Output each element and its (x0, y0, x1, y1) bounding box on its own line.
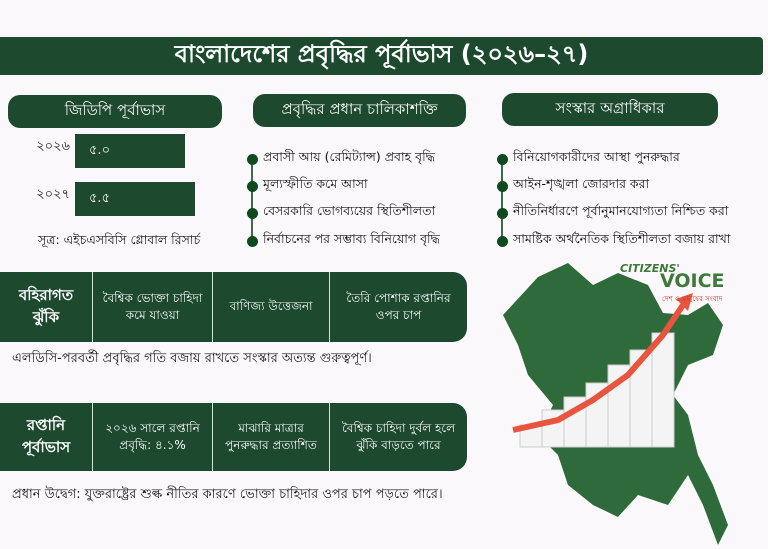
list-item-text: নির্বাচনের পর সম্ভাব্য বিনিয়োগ বৃদ্ধি (263, 231, 440, 246)
logo-line2: VOICE (660, 270, 725, 292)
bullet-icon (247, 207, 258, 219)
logo-line1: CITIZENS' (620, 262, 680, 275)
timeline-line (501, 157, 503, 241)
gdp-year-2026: ২০২৬ (36, 139, 70, 154)
risk-cell: তৈরি পোশাক রপ্তানির ওপর চাপ (346, 290, 451, 322)
bullet-icon (247, 153, 258, 165)
list-item-text: আইন-শৃঙ্খলা জোরদার করা (513, 176, 650, 191)
risk-cell: বাণিজ্য উত্তেজনা (213, 272, 330, 342)
list-item-text: মূল্যস্ফীতি কমে আসা (263, 176, 368, 191)
list-item: প্রবাসী আয় (রেমিট্যান্স) প্রবাহ বৃদ্ধি (247, 149, 435, 169)
bullet-icon (247, 180, 258, 192)
list-item: বেসরকারি ভোগব্যয়ের স্থিতিশীলতা (247, 203, 435, 223)
list-item: আইন-শৃঙ্খলা জোরদার করা (497, 176, 649, 196)
exports-note: প্রধান উদ্বেগ: যুক্তরাষ্ট্রের শুল্ক নীতি… (12, 487, 443, 502)
reforms-header: সংস্কার অগ্রাধিকার (502, 93, 718, 126)
gdp-source: সূত্র: এইচএসবিসি গ্লোবাল রিসার্চ (38, 232, 201, 247)
page-title: বাংলাদেশের প্রবৃদ্ধির পূর্বাভাস (২০২৬–২৭… (0, 37, 763, 75)
trend-arrow-icon (512, 303, 686, 433)
list-item: নীতিনির্ধারণে পূর্বানুমানযোগ্যতা নিশ্চিত… (497, 203, 728, 223)
risk-cell: বৈশ্বিক ভোক্তা চাহিদা কমে যাওয়া (93, 272, 213, 342)
bangladesh-map-illustration (503, 263, 728, 545)
gdp-value-2026: ৫.০ (89, 142, 111, 158)
list-item: নির্বাচনের পর সম্ভাব্য বিনিয়োগ বৃদ্ধি (247, 231, 440, 251)
list-item-text: বেসরকারি ভোগব্যয়ের স্থিতিশীলতা (263, 203, 436, 218)
exports-table: রপ্তানি পূর্বাভাস ২০২৬ সালে রপ্তানি প্রব… (0, 403, 467, 471)
gdp-bar-2027: ৫.৫ (75, 182, 195, 216)
risks-note: এলডিসি-পরবর্তী প্রবৃদ্ধির গতি বজায় রাখত… (12, 351, 372, 366)
list-item: বিনিয়োগকারীদের আস্থা পুনরুদ্ধার (497, 149, 680, 169)
risks-table: বহিরাগত ঝুঁকি বৈশ্বিক ভোক্তা চাহিদা কমে … (0, 272, 467, 342)
gdp-header: জিডিপি পূর্বাভাস (8, 95, 222, 128)
list-item-text: নীতিনির্ধারণে পূর্বানুমানযোগ্যতা নিশ্চিত… (513, 203, 729, 218)
list-item-text: বিনিয়োগকারীদের আস্থা পুনরুদ্ধার (513, 149, 680, 164)
risks-header: বহিরাগত ঝুঁকি (0, 272, 93, 342)
logo-tagline: দেশ ও মানুষের সংবাদ (662, 295, 723, 303)
list-item: মূল্যস্ফীতি কমে আসা (247, 176, 368, 196)
timeline-line (251, 157, 253, 241)
bullet-icon (497, 180, 508, 192)
bullet-icon (497, 207, 508, 219)
export-cell: বৈশ্বিক চাহিদা দুর্বল হলে ঝুঁকি বাড়তে প… (341, 420, 456, 452)
gdp-value-2027: ৫.৫ (89, 190, 111, 206)
bullet-icon (247, 235, 258, 247)
exports-header: রপ্তানি পূর্বাভাস (0, 403, 93, 471)
bullet-icon (497, 235, 508, 247)
drivers-header: প্রবৃদ্ধির প্রধান চালিকাশক্তি (253, 94, 466, 127)
export-cell: ২০২৬ সালে রপ্তানি প্রবৃদ্ধি: ৪.১% (93, 403, 213, 471)
gdp-year-2027: ২০২৭ (36, 187, 70, 202)
bullet-icon (497, 153, 508, 165)
drivers-list: প্রবাসী আয় (রেমিট্যান্স) প্রবাহ বৃদ্ধি … (247, 145, 497, 255)
export-cell: মাঝারি মাত্রার পুনরুদ্ধার প্রত্যাশিত (213, 403, 330, 471)
list-item: সামষ্টিক অর্থনৈতিক স্থিতিশীলতা বজায় রাখ… (497, 231, 730, 251)
gdp-bar-2026: ৫.০ (75, 134, 185, 168)
list-item-text: সামষ্টিক অর্থনৈতিক স্থিতিশীলতা বজায় রাখ… (513, 231, 731, 246)
reforms-list: বিনিয়োগকারীদের আস্থা পুনরুদ্ধার আইন-শৃঙ… (497, 145, 767, 255)
list-item-text: প্রবাসী আয় (রেমিট্যান্স) প্রবাহ বৃদ্ধি (263, 149, 435, 164)
